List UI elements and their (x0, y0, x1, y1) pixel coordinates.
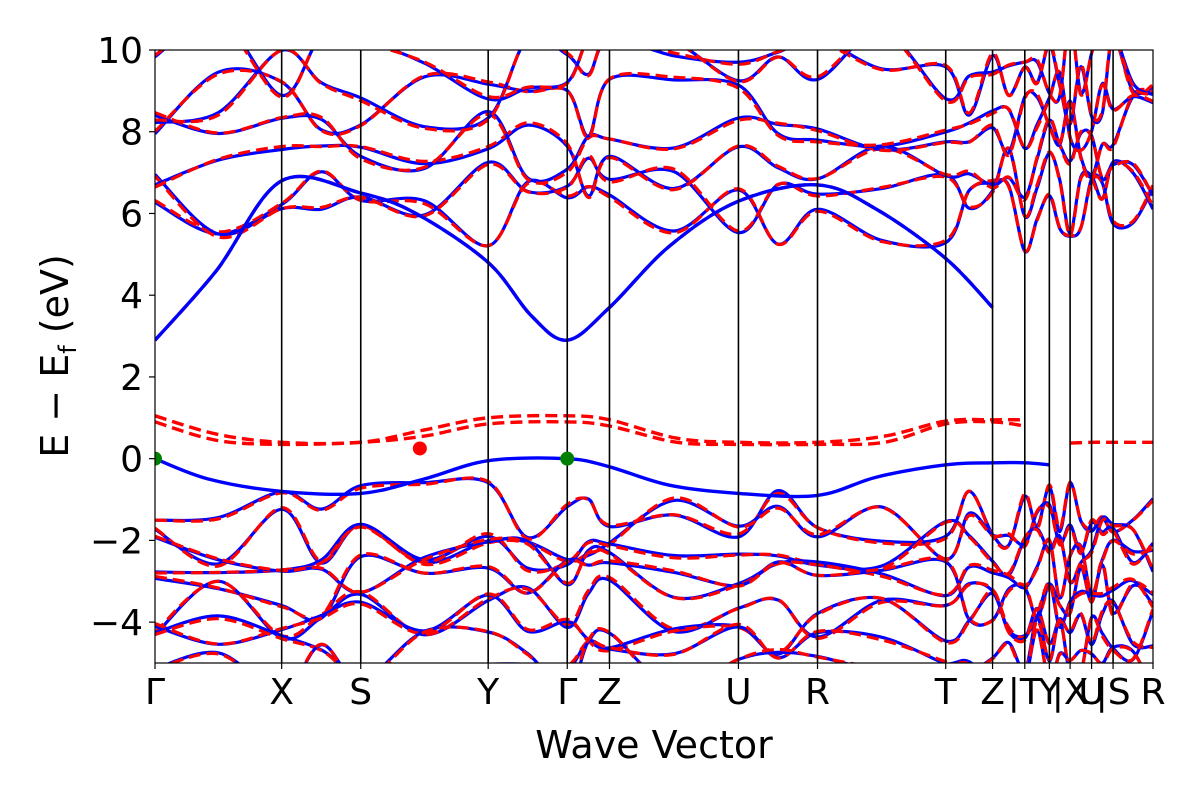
conduction-band-up (155, 50, 1153, 104)
cbm-band-down (155, 174, 994, 342)
y-axis-label-unit: (eV) (33, 254, 77, 345)
valence-band-down (168, 625, 1142, 663)
y-tick-label: 4 (120, 276, 143, 317)
x-tick-label: Y (476, 672, 500, 713)
valence-band-down (155, 552, 1153, 627)
conduction-band-down (155, 68, 1153, 153)
y-tick-label: 10 (97, 31, 143, 72)
x-tick-label: |X (1052, 672, 1089, 713)
valence-band-up (155, 476, 1153, 550)
y-axis-label: E − Ef (eV) (33, 254, 82, 458)
kpoint-separator-lines (280, 50, 1114, 663)
conduction-band-up (155, 170, 1153, 254)
conduction-band-down (155, 50, 1153, 104)
conduction-band-down (155, 117, 1153, 202)
x-tick-label: |S (1096, 672, 1131, 713)
x-tick-label: S (349, 672, 372, 713)
vbm-band-up (155, 456, 1050, 499)
y-tick-label: −2 (90, 521, 143, 562)
x-tick-label: |T (1008, 672, 1043, 713)
vbm-marker-gamma (155, 451, 162, 466)
y-axis-label-sub: f (54, 345, 82, 354)
x-tick-label: Z (980, 672, 1005, 713)
y-tick-label: −4 (90, 603, 143, 644)
x-tick-label: T (934, 672, 958, 713)
x-tick-label: Γ (557, 672, 577, 713)
conduction-band-down (155, 146, 1153, 240)
x-tick-label: Z (597, 672, 622, 713)
defect-band-down-high (155, 413, 1025, 446)
valence-band-up (155, 515, 1153, 585)
valence-band-down (155, 608, 1153, 663)
x-tick-label: Γ (145, 672, 165, 713)
y-axis-ticks: 10 8 6 4 2 0 −2 −4 (90, 31, 155, 644)
y-axis-label-main: E − E (33, 354, 77, 458)
plot-frame (154, 49, 1154, 664)
x-tick-label: R (805, 672, 830, 713)
x-tick-label: Y (1037, 672, 1061, 713)
cbm-band-up (155, 174, 994, 342)
x-tick-label: U (725, 672, 751, 713)
y-tick-label: 6 (120, 194, 143, 235)
y-tick-label: 0 (120, 440, 143, 481)
valence-band-up (155, 610, 1153, 663)
x-axis-ticks: Γ X S Y Γ Z U R T Z |TY|XU|S R (145, 663, 1166, 713)
spin-down-marker (412, 441, 427, 456)
valence-band-down (155, 588, 1153, 655)
x-tick-label: U (1078, 672, 1104, 713)
valence-band-down (155, 574, 1153, 641)
conduction-band-down (155, 50, 1153, 133)
vbm-marker-gamma-2 (560, 451, 575, 466)
extrema-markers (155, 441, 575, 466)
conduction-band-down (155, 169, 1153, 253)
x-tick-label: X (269, 672, 294, 713)
background-bands (155, 50, 1153, 663)
y-tick-label: 2 (120, 358, 143, 399)
defect-band-down-tail (1070, 440, 1153, 445)
y-tick-label: 8 (120, 113, 143, 154)
x-axis-label: Wave Vector (535, 723, 773, 767)
x-tick-label: R (1140, 672, 1165, 713)
